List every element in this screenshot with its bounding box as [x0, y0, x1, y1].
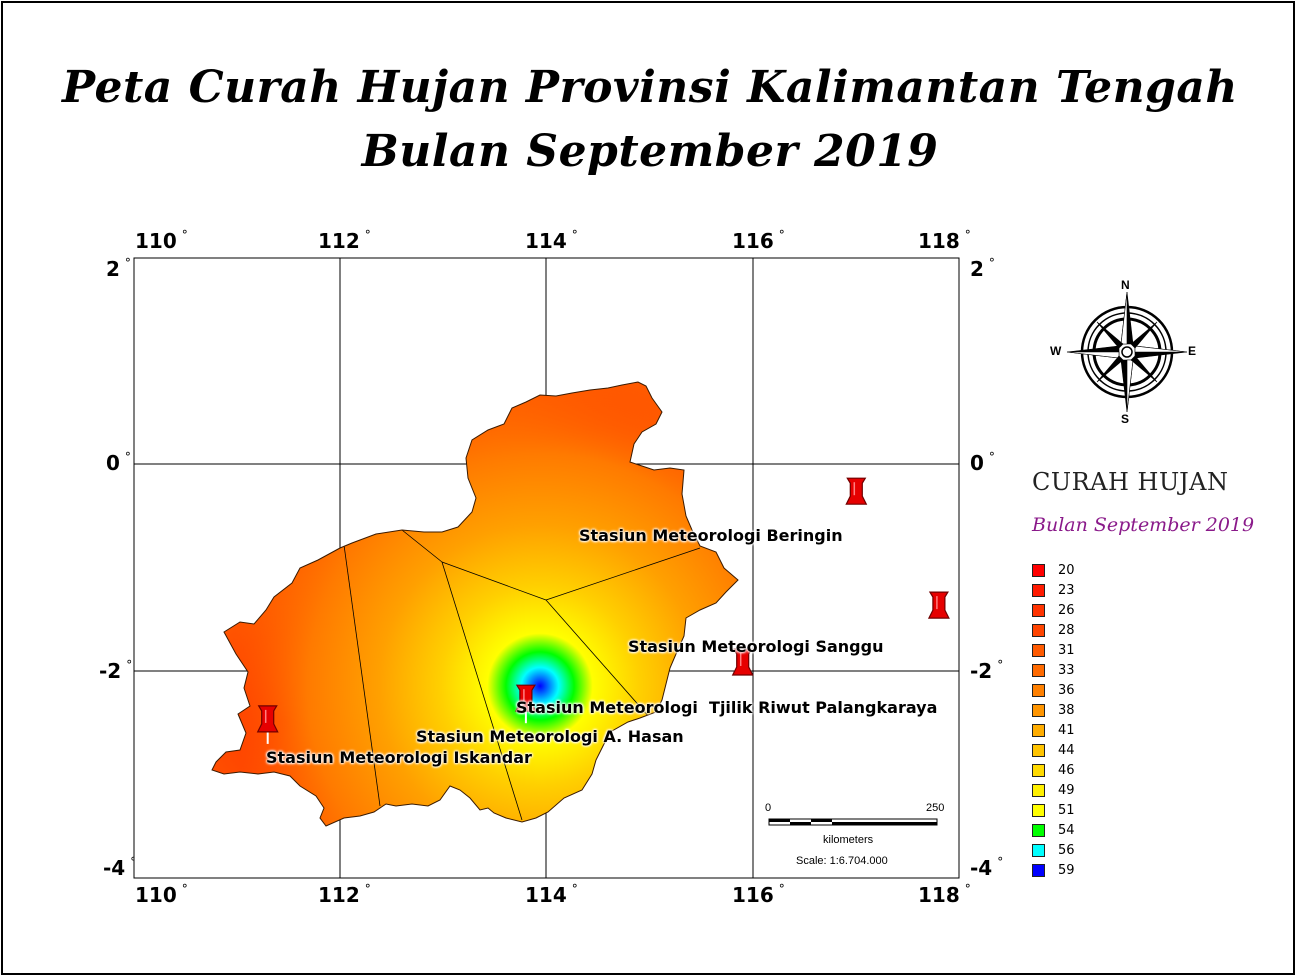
- legend-label: 54: [1058, 822, 1075, 838]
- legend-item: 41: [1032, 721, 1075, 739]
- lat-label-left-0: 0 °: [106, 450, 131, 475]
- scale-bar: [768, 818, 938, 826]
- map-pin-icon: [927, 591, 950, 631]
- compass-n-label: N: [1121, 278, 1130, 292]
- legend-item: 44: [1032, 741, 1075, 759]
- legend-label: 20: [1058, 562, 1075, 578]
- legend-label: 26: [1058, 602, 1075, 618]
- lon-label-bottom-116: 116 °: [732, 882, 785, 907]
- legend-label: 44: [1058, 742, 1075, 758]
- lat-label-right-0: 0 °: [970, 450, 995, 475]
- legend-item: 31: [1032, 641, 1075, 659]
- station-label-iskandar: Stasiun Meteorologi Iskandar: [266, 748, 532, 767]
- lon-label-top-110: 110 °: [135, 228, 188, 253]
- legend-subtitle: Bulan September 2019: [1032, 514, 1255, 536]
- station-label-tjilik-riwut: Stasiun Meteorologi Tjilik Riwut Palangk…: [516, 698, 938, 717]
- legend-label: 38: [1058, 702, 1075, 718]
- map-pin-icon: [731, 648, 754, 687]
- legend-item: 28: [1032, 621, 1075, 639]
- legend-label: 28: [1058, 622, 1075, 638]
- compass-rose-icon: [1066, 291, 1188, 413]
- legend-swatch: [1032, 663, 1045, 677]
- legend-item: 59: [1032, 861, 1075, 879]
- legend-item: 20: [1032, 561, 1075, 579]
- lat-label-right-minus4: -4 °: [970, 855, 1004, 880]
- legend-swatch: [1032, 603, 1045, 617]
- legend-label: 59: [1058, 862, 1075, 878]
- legend-swatch: [1032, 723, 1045, 737]
- compass-w-label: W: [1050, 344, 1062, 358]
- legend-swatch: [1032, 683, 1045, 697]
- map-title: Peta Curah Hujan Provinsi Kalimantan Ten…: [62, 62, 1238, 113]
- legend-item: 51: [1032, 801, 1075, 819]
- legend-title: CURAH HUJAN: [1032, 468, 1229, 496]
- legend-swatch: [1032, 623, 1045, 637]
- compass-s-label: S: [1121, 412, 1130, 426]
- lon-label-top-116: 116 °: [732, 228, 785, 253]
- legend-item: 56: [1032, 841, 1075, 859]
- legend-swatch: [1032, 643, 1045, 657]
- lat-label-right-minus2: -2 °: [970, 658, 1004, 683]
- legend-item: 38: [1032, 701, 1075, 719]
- lon-label-bottom-114: 114 °: [525, 882, 578, 907]
- legend-swatch: [1032, 763, 1045, 777]
- legend-item: 26: [1032, 601, 1075, 619]
- station-label-beringin: Stasiun Meteorologi Beringin: [579, 526, 843, 545]
- scale-bar-end: 250: [926, 802, 945, 814]
- province-boundary: [211, 381, 739, 827]
- legend-item: 46: [1032, 761, 1075, 779]
- legend-swatch: [1032, 863, 1045, 877]
- legend-swatch: [1032, 823, 1045, 837]
- lon-label-bottom-118: 118 °: [918, 882, 971, 907]
- legend-swatch: [1032, 843, 1045, 857]
- legend-item: 23: [1032, 581, 1075, 599]
- legend-label: 51: [1058, 802, 1075, 818]
- legend-label: 36: [1058, 682, 1075, 698]
- legend-swatch: [1032, 783, 1045, 797]
- legend-label: 56: [1058, 842, 1075, 858]
- legend-label: 31: [1058, 642, 1075, 658]
- lon-label-bottom-110: 110 °: [135, 882, 188, 907]
- scale-bar-unit: kilometers: [823, 834, 874, 846]
- legend-label: 46: [1058, 762, 1075, 778]
- station-label-sanggu: Stasiun Meteorologi Sanggu: [628, 637, 884, 656]
- scale-bar-start: 0: [765, 802, 772, 814]
- map-pin-icon: [845, 477, 868, 517]
- legend-label: 33: [1058, 662, 1075, 678]
- legend-label: 41: [1058, 722, 1075, 738]
- scale-ratio: Scale: 1:6.704.000: [796, 855, 888, 867]
- legend-swatch: [1032, 563, 1045, 577]
- legend-swatch: [1032, 743, 1045, 757]
- lat-label-left-minus4: -4 °: [103, 855, 137, 880]
- map-pin-icon: [256, 705, 279, 744]
- legend-swatch: [1032, 703, 1045, 717]
- legend-label: 23: [1058, 582, 1075, 598]
- station-pins: [256, 477, 950, 744]
- map-subtitle: Bulan September 2019: [361, 126, 939, 177]
- legend-swatch: [1032, 583, 1045, 597]
- station-label-a-hasan: Stasiun Meteorologi A. Hasan: [416, 727, 684, 746]
- lon-label-bottom-112: 112 °: [318, 882, 371, 907]
- lon-label-top-118: 118 °: [918, 228, 971, 253]
- lat-label-left-minus2: -2 °: [99, 658, 133, 683]
- map-pin-icon: [514, 684, 537, 724]
- legend-item: 54: [1032, 821, 1075, 839]
- legend-label: 49: [1058, 782, 1075, 798]
- lon-label-top-112: 112 °: [318, 228, 371, 253]
- compass-e-label: E: [1188, 344, 1197, 358]
- legend-item: 36: [1032, 681, 1075, 699]
- legend-swatch: [1032, 803, 1045, 817]
- lat-label-left-2: 2 °: [106, 256, 131, 281]
- legend-item: 33: [1032, 661, 1075, 679]
- lat-label-right-2: 2 °: [970, 256, 995, 281]
- lon-label-top-114: 114 °: [525, 228, 578, 253]
- legend-item: 49: [1032, 781, 1075, 799]
